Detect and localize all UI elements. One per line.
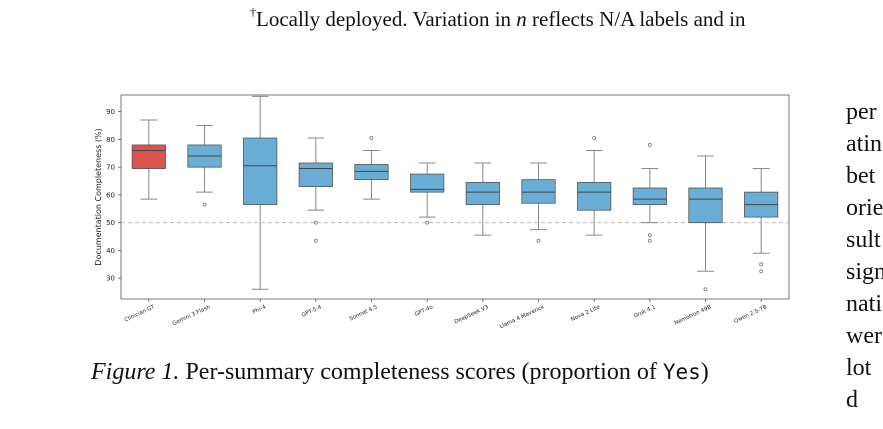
- box-iqr: [632, 187, 667, 206]
- x-tick-label: Llama 4 Maverick: [499, 304, 546, 330]
- side-text-line: lot: [846, 355, 872, 381]
- y-tick-label: 50: [106, 219, 115, 227]
- outlier-point: [592, 136, 597, 140]
- box-iqr: [354, 163, 389, 181]
- y-tick-label: 60: [106, 191, 115, 199]
- caption-text: Per-summary completeness scores (proport…: [179, 359, 663, 385]
- box-iqr: [298, 162, 333, 187]
- plot-frame: [120, 94, 790, 300]
- footnote-text-after: reflects N/A labels and in: [526, 7, 746, 31]
- x-tick-label: Sonnet 4.5: [349, 304, 379, 322]
- box-iqr: [688, 187, 723, 224]
- y-tick-label: 80: [106, 136, 115, 144]
- side-text-line: atin: [846, 131, 882, 157]
- dagger-marker: †: [250, 5, 256, 19]
- side-text-line: d: [846, 387, 858, 413]
- side-text-line: nati: [846, 291, 882, 317]
- side-text-line: sult: [846, 227, 881, 253]
- x-tick-label: DeepSeek V3: [454, 304, 490, 325]
- caption-code: Yes: [662, 360, 701, 384]
- side-text-line: bet: [846, 163, 876, 189]
- outlier-point: [369, 136, 374, 140]
- right-column-text: per atin bet orie sult sign nati wer lot d: [846, 96, 883, 416]
- box-iqr: [521, 179, 556, 204]
- side-text-line: wer: [846, 323, 882, 349]
- y-axis-label: Documentation Completeness (%): [94, 128, 103, 265]
- x-tick-label: Gemini 3 Flash: [172, 304, 212, 327]
- outlier-point: [425, 220, 430, 225]
- box-iqr: [577, 182, 612, 211]
- outlier-point: [759, 262, 764, 267]
- y-tick-label: 90: [106, 108, 115, 116]
- x-tick-label: GPT-5.4: [301, 304, 323, 319]
- box-iqr: [465, 182, 500, 206]
- box-iqr: [131, 144, 166, 169]
- footnote-text-before: Locally deployed. Variation in: [256, 7, 517, 31]
- caption-close: ): [700, 359, 709, 385]
- y-tick-label: 40: [106, 247, 115, 255]
- outlier-point: [202, 202, 207, 207]
- side-text-line: orie: [846, 195, 883, 221]
- box-iqr: [243, 137, 278, 206]
- x-tick-label: Clinician GT: [124, 304, 157, 323]
- outlier-point: [313, 238, 318, 243]
- outlier-point: [759, 269, 764, 274]
- footnote-math-n: n: [516, 7, 527, 31]
- outlier-point: [536, 238, 541, 243]
- side-text-line: sign: [846, 259, 883, 285]
- side-text-line: per: [846, 99, 877, 125]
- outlier-point: [703, 287, 708, 292]
- x-tick-label: Nemotron 49B: [674, 304, 713, 326]
- x-tick-label: Qwen 2.5-7B: [733, 304, 768, 325]
- caption-label: Figure 1.: [91, 359, 180, 385]
- x-tick-label: GPT-4o: [414, 304, 435, 318]
- y-tick-label: 70: [106, 164, 115, 172]
- x-tick-label: Nova 2 Lite: [570, 304, 601, 323]
- outlier-point: [647, 238, 652, 243]
- x-tick-label: Phi-4: [252, 304, 268, 315]
- footnote-line: †Locally deployed. Variation in n reflec…: [250, 2, 745, 31]
- outlier-point: [647, 233, 652, 238]
- figure-caption: Figure 1. Per-summary completeness score…: [91, 357, 709, 387]
- outlier-point: [313, 220, 318, 225]
- outlier-point: [647, 143, 652, 147]
- x-tick-label: Grok 4.1: [633, 304, 657, 319]
- box-iqr: [410, 173, 445, 193]
- y-tick-label: 30: [106, 275, 115, 283]
